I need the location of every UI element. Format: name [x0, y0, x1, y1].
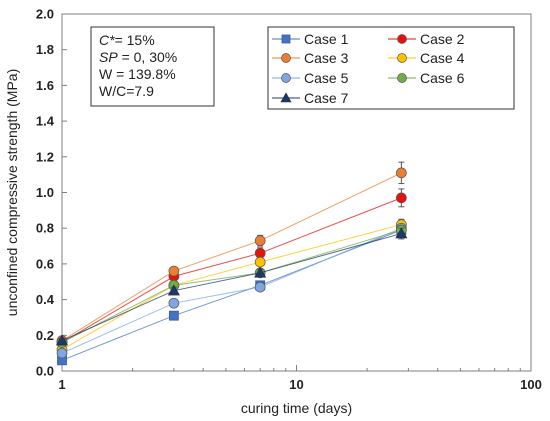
y-tick-label: 0.0 — [36, 364, 54, 379]
axes: 0.0 0.2 0.4 0.6 0.8 1.0 1.2 1.4 1.6 1.8 2.0 1 10 100 — [36, 7, 542, 393]
data-point — [254, 266, 267, 278]
legend-marker — [281, 53, 291, 63]
data-point — [56, 347, 68, 359]
legend-label: Case 1 — [304, 31, 349, 47]
x-tick-label: 10 — [289, 377, 303, 392]
data-point — [254, 256, 266, 268]
series-6 — [56, 224, 407, 348]
legend-label: Case 5 — [304, 70, 349, 86]
series-line — [61, 227, 402, 354]
legend-item: Case 7 — [272, 90, 349, 106]
annotation-line: W/C=7.9 — [99, 83, 154, 99]
data-point — [396, 167, 407, 179]
data-point — [254, 247, 266, 259]
y-tick-label: 1.2 — [36, 149, 54, 164]
series-line — [61, 172, 402, 342]
series-line — [61, 233, 402, 342]
series-4 — [56, 218, 407, 355]
legend: Case 1 Case 2 Case 3 Case 4 Case 5 Case 6 Case… — [267, 26, 515, 110]
y-tick-label: 0.6 — [36, 256, 54, 271]
data-point — [396, 192, 407, 204]
data-point — [254, 281, 266, 293]
legend-label: Case 7 — [304, 90, 349, 106]
legend-item: Case 2 — [388, 31, 465, 47]
y-tick-label: 0.2 — [36, 328, 54, 343]
legend-marker — [397, 53, 407, 63]
legend-marker — [397, 34, 407, 44]
data-point — [168, 265, 180, 277]
series-7 — [55, 227, 408, 346]
data-point — [254, 235, 266, 247]
data-point — [168, 297, 180, 309]
series-line — [61, 197, 402, 343]
data-point — [168, 310, 179, 321]
legend-item: Case 4 — [388, 50, 465, 66]
y-tick-label: 1.6 — [36, 78, 54, 93]
annotation-frame — [90, 26, 215, 107]
condition-annotation: C*= 15%SP = 0, 30%W = 139.8%W/C=7.9 — [90, 26, 215, 107]
annotation-line: C*= 15% — [99, 32, 155, 48]
series-line — [61, 224, 402, 351]
legend-marker — [281, 73, 291, 83]
legend-marker — [281, 34, 291, 44]
y-tick-label: 1.0 — [36, 185, 54, 200]
series-layer — [55, 161, 408, 366]
y-tick-label: 1.4 — [36, 114, 55, 129]
series-line — [61, 229, 402, 343]
annotation-line: SP = 0, 30% — [99, 49, 177, 65]
legend-frame — [267, 26, 515, 110]
series-2 — [56, 188, 407, 348]
y-tick-label: 0.4 — [36, 292, 55, 307]
legend-label: Case 3 — [304, 50, 349, 66]
legend-marker — [397, 73, 407, 83]
x-tick-label: 100 — [520, 377, 542, 392]
legend-item: Case 5 — [272, 70, 349, 86]
y-tick-label: 0.8 — [36, 221, 54, 236]
legend-item: Case 6 — [388, 70, 465, 86]
data-point — [395, 227, 408, 239]
y-tick-label: 1.8 — [36, 42, 54, 57]
legend-label: Case 4 — [420, 50, 465, 66]
y-axis-title: unconfined compressive strength (MPa) — [4, 69, 20, 316]
annotation-line: W = 139.8% — [99, 66, 176, 82]
legend-item: Case 1 — [272, 31, 349, 47]
legend-marker — [280, 92, 292, 103]
x-tick-label: 1 — [58, 377, 65, 392]
data-point — [167, 284, 180, 296]
legend-label: Case 6 — [420, 70, 465, 86]
y-tick-label: 2.0 — [36, 7, 54, 22]
legend-label: Case 2 — [420, 31, 465, 47]
legend-item: Case 3 — [272, 50, 349, 66]
series-5 — [56, 222, 407, 359]
x-axis-title: curing time (days) — [241, 400, 352, 416]
data-point — [55, 334, 69, 346]
